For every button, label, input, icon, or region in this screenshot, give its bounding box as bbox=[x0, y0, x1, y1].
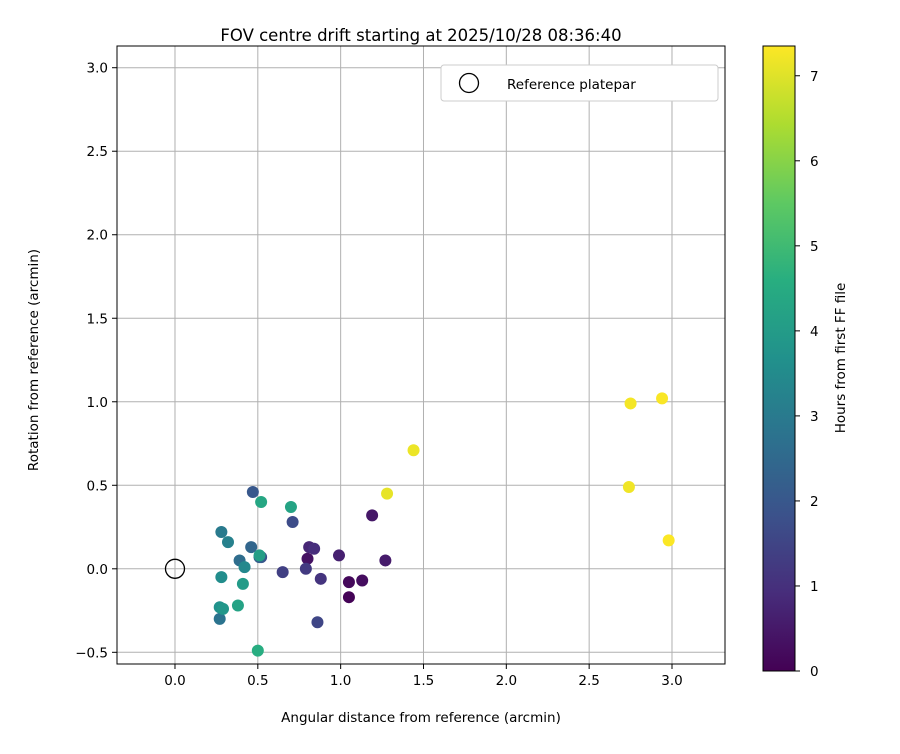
data-point bbox=[236, 577, 249, 590]
data-point bbox=[356, 574, 369, 587]
data-point bbox=[301, 552, 314, 565]
x-tick-label: 1.0 bbox=[330, 673, 351, 689]
chart-title: FOV centre drift starting at 2025/10/28 … bbox=[220, 26, 621, 45]
data-point bbox=[624, 397, 637, 410]
colorbar-ticks: 0 1 2 3 4 5 6 7 bbox=[795, 69, 819, 680]
colorbar-gradient bbox=[762, 45, 796, 672]
data-point bbox=[253, 549, 266, 562]
colorbar: 0 1 2 3 4 5 6 7 Hours from first FF file bbox=[762, 45, 849, 680]
colorbar-label: Hours from first FF file bbox=[833, 283, 849, 434]
data-point bbox=[286, 516, 299, 529]
colorbar-tick-label: 3 bbox=[810, 409, 819, 425]
legend-marker-reference bbox=[458, 72, 480, 94]
y-tick-label: 1.5 bbox=[87, 311, 108, 327]
data-point bbox=[381, 487, 394, 500]
data-point bbox=[299, 562, 312, 575]
x-tick-label: 0.5 bbox=[247, 673, 268, 689]
data-points bbox=[164, 392, 675, 657]
data-point bbox=[215, 526, 228, 539]
data-point bbox=[407, 444, 420, 457]
y-tick-label: 0.0 bbox=[87, 562, 108, 578]
legend-box bbox=[440, 64, 719, 102]
x-axis-label: Angular distance from reference (arcmin) bbox=[281, 710, 561, 726]
data-point bbox=[245, 541, 258, 554]
y-axis-ticks: −0.5 0.0 0.5 1.0 1.5 2.0 2.5 3.0 bbox=[75, 61, 117, 661]
data-point bbox=[311, 616, 324, 629]
data-point bbox=[314, 572, 327, 585]
x-tick-label: 2.5 bbox=[578, 673, 599, 689]
data-point bbox=[238, 561, 251, 574]
x-axis-ticks: 0.0 0.5 1.0 1.5 2.0 2.5 3.0 bbox=[164, 664, 683, 689]
data-point bbox=[379, 554, 392, 567]
data-point bbox=[366, 509, 379, 522]
x-tick-label: 1.5 bbox=[413, 673, 434, 689]
data-point bbox=[622, 480, 635, 493]
y-tick-label: −0.5 bbox=[75, 645, 108, 661]
data-point bbox=[215, 571, 228, 584]
x-tick-label: 3.0 bbox=[661, 673, 682, 689]
data-point bbox=[342, 576, 355, 589]
data-point bbox=[221, 536, 234, 549]
y-tick-label: 3.0 bbox=[87, 61, 108, 77]
data-point bbox=[255, 495, 268, 508]
colorbar-tick-label: 7 bbox=[810, 69, 819, 85]
data-point bbox=[308, 542, 321, 555]
plot-frame bbox=[116, 45, 726, 665]
colorbar-tick-label: 5 bbox=[810, 239, 819, 255]
x-tick-label: 2.0 bbox=[496, 673, 517, 689]
y-tick-label: 1.0 bbox=[87, 395, 108, 411]
y-tick-label: 2.5 bbox=[87, 144, 108, 160]
y-tick-label: 0.5 bbox=[87, 478, 108, 494]
y-tick-label: 2.0 bbox=[87, 228, 108, 244]
data-point bbox=[662, 534, 675, 547]
reference-platepar-marker bbox=[164, 558, 186, 579]
data-point bbox=[213, 612, 226, 625]
colorbar-tick-label: 6 bbox=[810, 154, 819, 170]
data-point bbox=[276, 566, 289, 579]
data-point bbox=[217, 602, 230, 615]
colorbar-tick-label: 1 bbox=[810, 579, 819, 595]
colorbar-tick-label: 0 bbox=[810, 664, 819, 680]
data-point bbox=[342, 591, 355, 604]
colorbar-tick-label: 2 bbox=[810, 494, 819, 510]
data-point bbox=[284, 500, 297, 513]
data-point bbox=[332, 549, 345, 562]
data-point bbox=[251, 644, 264, 657]
colorbar-tick-label: 4 bbox=[810, 324, 819, 340]
x-tick-label: 0.0 bbox=[164, 673, 185, 689]
data-point bbox=[231, 599, 244, 612]
legend-label-reference: Reference platepar bbox=[507, 77, 636, 93]
y-axis-label: Rotation from reference (arcmin) bbox=[26, 249, 42, 471]
legend: Reference platepar bbox=[440, 64, 719, 102]
data-point bbox=[656, 392, 669, 405]
data-point bbox=[246, 485, 259, 498]
